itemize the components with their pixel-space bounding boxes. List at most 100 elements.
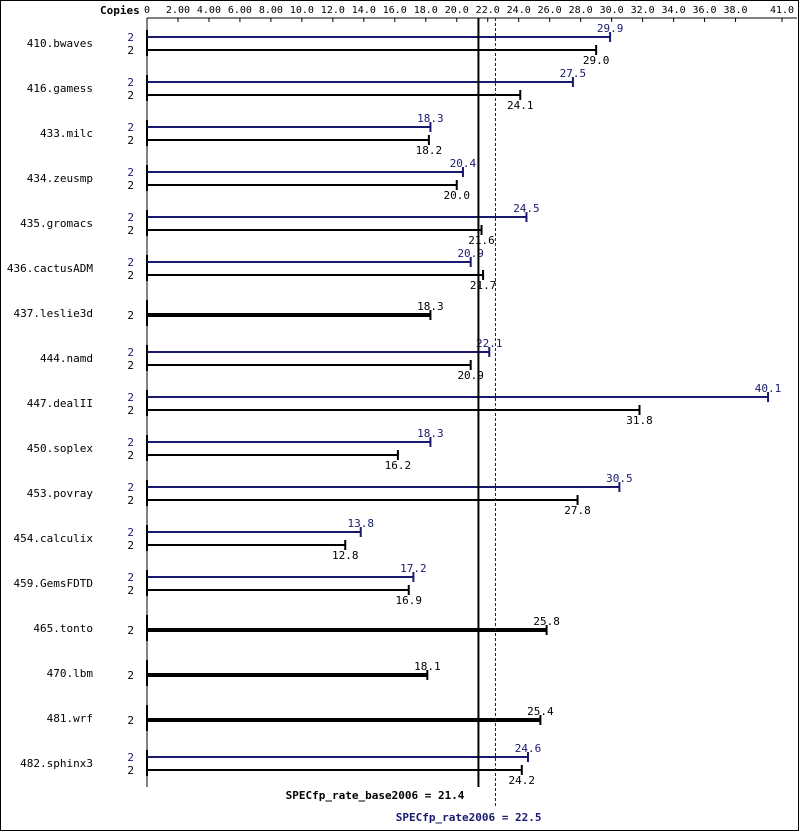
benchmark-row: 437.leslie3d 2 18.3 (14, 300, 444, 326)
x-tick-label: 38.0 (723, 5, 747, 16)
peak-copies: 2 (127, 481, 134, 494)
peak-copies: 2 (127, 751, 134, 764)
x-tick-label: 32.0 (631, 5, 655, 16)
base-value-label: 27.8 (564, 504, 591, 517)
x-tick-label: 4.00 (197, 5, 221, 16)
peak-copies: 2 (127, 346, 134, 359)
peak-value-label: 20.9 (457, 247, 484, 260)
base-value-label: 24.1 (507, 99, 534, 112)
peak-copies: 2 (127, 256, 134, 269)
benchmark-name: 410.bwaves (27, 37, 93, 50)
x-tick-label: 18.0 (414, 5, 438, 16)
benchmark-row: 416.gamess 2 27.5 2 24.1 (27, 67, 586, 112)
benchmark-row: 447.dealII 2 40.1 2 31.8 (27, 382, 782, 427)
x-tick-label: 24.0 (507, 5, 531, 16)
x-tick-label: 8.00 (259, 5, 283, 16)
x-tick-label: 26.0 (538, 5, 562, 16)
peak-value-label: 40.1 (755, 382, 782, 395)
x-tick-label: 22.0 (476, 5, 500, 16)
copies-header: Copies (100, 4, 140, 17)
x-tick-label: 28.0 (569, 5, 593, 16)
x-tick-label: 10.0 (290, 5, 314, 16)
base-copies: 2 (127, 179, 134, 192)
peak-value-label: 18.3 (417, 427, 444, 440)
peak-copies: 2 (127, 121, 134, 134)
peak-copies: 2 (127, 31, 134, 44)
benchmark-row: 482.sphinx3 2 24.6 2 24.2 (20, 742, 541, 787)
x-tick-label: 36.0 (693, 5, 717, 16)
base-copies: 2 (127, 224, 134, 237)
benchmark-name: 450.soplex (27, 442, 94, 455)
peak-copies: 2 (127, 526, 134, 539)
x-axis-ticks: 0 2.00 4.00 6.00 8.00 10.0 12.0 14.0 16.0 18.0 20.… (144, 5, 794, 22)
peak-value-label: 29.9 (597, 22, 624, 35)
benchmark-row: 444.namd 2 22.1 2 20.9 (40, 337, 503, 382)
base-value-label: 24.2 (509, 774, 536, 787)
benchmark-row: 481.wrf 2 25.4 (47, 705, 554, 731)
base-value-label: 20.9 (457, 369, 484, 382)
benchmark-name: 444.namd (40, 352, 93, 365)
peak-value-label: 24.6 (515, 742, 542, 755)
base-value-label: 21.6 (468, 234, 495, 247)
peak-copies: 2 (127, 391, 134, 404)
peak-value-label: 20.4 (450, 157, 477, 170)
benchmark-row: 410.bwaves 2 29.9 2 29.0 (27, 22, 624, 67)
base-value-label: 12.8 (332, 549, 359, 562)
peak-value-label: 13.8 (347, 517, 374, 530)
single-copies: 2 (127, 624, 134, 637)
benchmark-row: 453.povray 2 30.5 2 27.8 (27, 472, 633, 517)
benchmark-row: 435.gromacs 2 24.5 2 21.6 (20, 202, 540, 247)
benchmark-name: 435.gromacs (20, 217, 93, 230)
peak-copies: 2 (127, 436, 134, 449)
peak-copies: 2 (127, 166, 134, 179)
benchmark-row: 450.soplex 2 18.3 2 16.2 (27, 427, 444, 472)
peak-value-label: 27.5 (560, 67, 587, 80)
base-value-label: 18.2 (416, 144, 443, 157)
base-copies: 2 (127, 764, 134, 777)
peak-value-label: 22.1 (476, 337, 503, 350)
benchmark-name: 437.leslie3d (14, 307, 93, 320)
summary-lines: SPECfp_rate_base2006 = 21.4 SPECfp_rate20… (286, 18, 542, 824)
single-copies: 2 (127, 714, 134, 727)
benchmark-name: 416.gamess (27, 82, 93, 95)
benchmark-name: 436.cactusADM (7, 262, 93, 275)
x-tick-label: 16.0 (383, 5, 407, 16)
x-tick-label: 0 (144, 5, 150, 16)
base-copies: 2 (127, 404, 134, 417)
benchmark-name: 459.GemsFDTD (14, 577, 93, 590)
single-copies: 2 (127, 669, 134, 682)
x-tick-label: 20.0 (445, 5, 469, 16)
base-copies: 2 (127, 449, 134, 462)
benchmark-name: 434.zeusmp (27, 172, 93, 185)
base-value-label: 21.7 (470, 279, 497, 292)
x-tick-label: 34.0 (662, 5, 686, 16)
base-copies: 2 (127, 89, 134, 102)
peak-value-label: 30.5 (606, 472, 633, 485)
base-summary-label: SPECfp_rate_base2006 = 21.4 (286, 789, 465, 802)
benchmarks-group: 410.bwaves 2 29.9 2 29.0 416.gamess 2 27.5 2 24.1… (7, 22, 781, 787)
base-value-label: 20.0 (444, 189, 471, 202)
benchmark-name: 433.milc (40, 127, 93, 140)
benchmark-name: 482.sphinx3 (20, 757, 93, 770)
peak-copies: 2 (127, 571, 134, 584)
peak-copies: 2 (127, 211, 134, 224)
single-value-label: 18.3 (417, 300, 444, 313)
x-tick-label: 12.0 (321, 5, 345, 16)
base-copies: 2 (127, 539, 134, 552)
benchmark-row: 459.GemsFDTD 2 17.2 2 16.9 (14, 562, 427, 607)
x-tick-label: 30.0 (600, 5, 624, 16)
single-value-label: 25.4 (527, 705, 554, 718)
base-value-label: 29.0 (583, 54, 610, 67)
single-copies: 2 (127, 309, 134, 322)
peak-copies: 2 (127, 76, 134, 89)
base-value-label: 31.8 (626, 414, 653, 427)
x-tick-label: 2.00 (166, 5, 190, 16)
peak-value-label: 17.2 (400, 562, 427, 575)
peak-value-label: 18.3 (417, 112, 444, 125)
x-tick-label: 14.0 (352, 5, 376, 16)
peak-summary-label: SPECfp_rate2006 = 22.5 (396, 811, 542, 824)
benchmark-name: 470.lbm (47, 667, 94, 680)
